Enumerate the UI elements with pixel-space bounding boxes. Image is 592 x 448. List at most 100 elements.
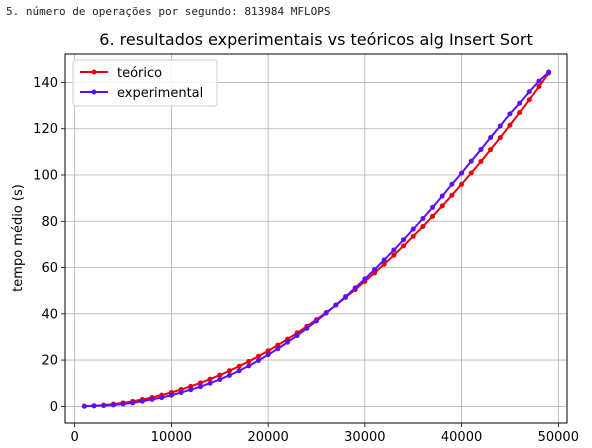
data-point-experimental — [362, 276, 368, 282]
data-point-experimental — [391, 247, 397, 253]
legend-box — [72, 59, 218, 107]
data-point-experimental — [478, 147, 484, 153]
data-point-teorico — [236, 363, 242, 369]
data-point-experimental — [246, 363, 252, 369]
data-point-teorico — [439, 203, 445, 209]
data-point-teorico — [197, 380, 203, 386]
data-point-teorico — [226, 368, 232, 374]
data-point-experimental — [255, 358, 261, 364]
y-tick-label: 20 — [41, 354, 58, 369]
plot-area-background — [65, 54, 567, 423]
data-point-experimental — [294, 333, 300, 339]
y-tick-label: 40 — [41, 307, 58, 322]
x-tick-label: 0 — [71, 430, 79, 445]
x-tick-label: 20000 — [247, 430, 288, 445]
data-point-experimental — [168, 392, 174, 398]
data-point-experimental — [265, 352, 271, 358]
y-tick-label: 80 — [41, 215, 58, 230]
data-point-experimental — [497, 123, 503, 129]
data-point-experimental — [149, 396, 155, 402]
data-point-experimental — [275, 346, 281, 352]
data-point-experimental — [304, 325, 310, 331]
data-point-experimental — [207, 380, 213, 386]
data-point-experimental — [401, 237, 407, 243]
data-point-teorico — [410, 233, 416, 239]
data-point-experimental — [139, 398, 145, 404]
legend-marker-experimental — [91, 89, 97, 95]
data-point-experimental — [81, 403, 87, 409]
data-point-teorico — [430, 213, 436, 219]
y-tick-label: 0 — [50, 400, 58, 415]
y-tick-label: 120 — [33, 122, 58, 137]
chart-title: 6. resultados experimentais vs teóricos … — [99, 30, 532, 49]
data-point-teorico — [488, 147, 494, 153]
data-point-experimental — [217, 377, 223, 383]
data-point-experimental — [546, 69, 552, 75]
data-point-experimental — [430, 204, 436, 210]
data-point-experimental — [468, 158, 474, 164]
data-point-teorico — [507, 122, 513, 128]
data-point-teorico — [391, 252, 397, 258]
plot-area-frame — [64, 53, 568, 424]
series-layer — [81, 69, 552, 409]
data-point-experimental — [536, 78, 542, 84]
data-point-experimental — [352, 285, 358, 291]
data-point-experimental — [410, 226, 416, 232]
data-point-experimental — [343, 294, 349, 300]
legend-label-experimental: experimental — [117, 86, 203, 101]
y-tick-label: 140 — [33, 76, 58, 91]
data-point-experimental — [226, 372, 232, 378]
data-point-experimental — [188, 387, 194, 393]
data-point-experimental — [420, 215, 426, 221]
grid — [65, 54, 567, 423]
data-point-experimental — [439, 193, 445, 199]
data-point-teorico — [401, 243, 407, 249]
data-point-experimental — [333, 302, 339, 308]
data-point-experimental — [236, 368, 242, 374]
data-point-experimental — [130, 400, 136, 406]
data-point-teorico — [517, 110, 523, 116]
data-point-teorico — [497, 135, 503, 141]
data-point-experimental — [101, 403, 107, 409]
x-tick-label: 40000 — [441, 430, 482, 445]
legend-marker-teorico — [91, 69, 97, 75]
data-point-teorico — [207, 376, 213, 382]
data-point-experimental — [323, 310, 329, 316]
data-point-teorico — [265, 348, 271, 354]
legend: teórico experimental — [72, 59, 218, 107]
data-point-experimental — [284, 339, 290, 345]
data-point-experimental — [459, 170, 465, 176]
data-point-teorico — [468, 170, 474, 176]
data-point-teorico — [420, 223, 426, 229]
data-point-experimental — [197, 384, 203, 390]
data-point-teorico — [449, 192, 455, 198]
y-tick-label: 60 — [41, 261, 58, 276]
data-point-teorico — [526, 97, 532, 103]
data-point-experimental — [372, 267, 378, 273]
data-point-experimental — [488, 135, 494, 141]
data-point-teorico — [478, 158, 484, 164]
console-output-line: 5. número de operações por segundo: 8139… — [6, 5, 331, 18]
data-point-teorico — [255, 353, 261, 359]
data-point-experimental — [526, 89, 532, 95]
data-point-experimental — [110, 402, 116, 408]
data-point-experimental — [381, 257, 387, 263]
data-point-teorico — [381, 261, 387, 267]
data-point-teorico — [246, 358, 252, 364]
data-point-teorico — [275, 342, 281, 348]
y-tick-label: 100 — [33, 168, 58, 183]
x-tick-label: 50000 — [538, 430, 579, 445]
x-tick-label: 10000 — [151, 430, 192, 445]
data-point-teorico — [536, 84, 542, 90]
data-point-teorico — [217, 372, 223, 378]
data-point-experimental — [449, 181, 455, 187]
x-tick-label: 30000 — [344, 430, 385, 445]
ticks: 0 10000 20000 30000 40000 50000 0 20 40 60 80 100 12… — [33, 76, 579, 445]
legend-label-teorico: teórico — [117, 66, 162, 81]
data-point-experimental — [507, 111, 513, 117]
data-point-experimental — [313, 318, 319, 324]
data-point-teorico — [459, 181, 465, 187]
data-point-experimental — [517, 100, 523, 106]
data-point-experimental — [91, 403, 97, 409]
